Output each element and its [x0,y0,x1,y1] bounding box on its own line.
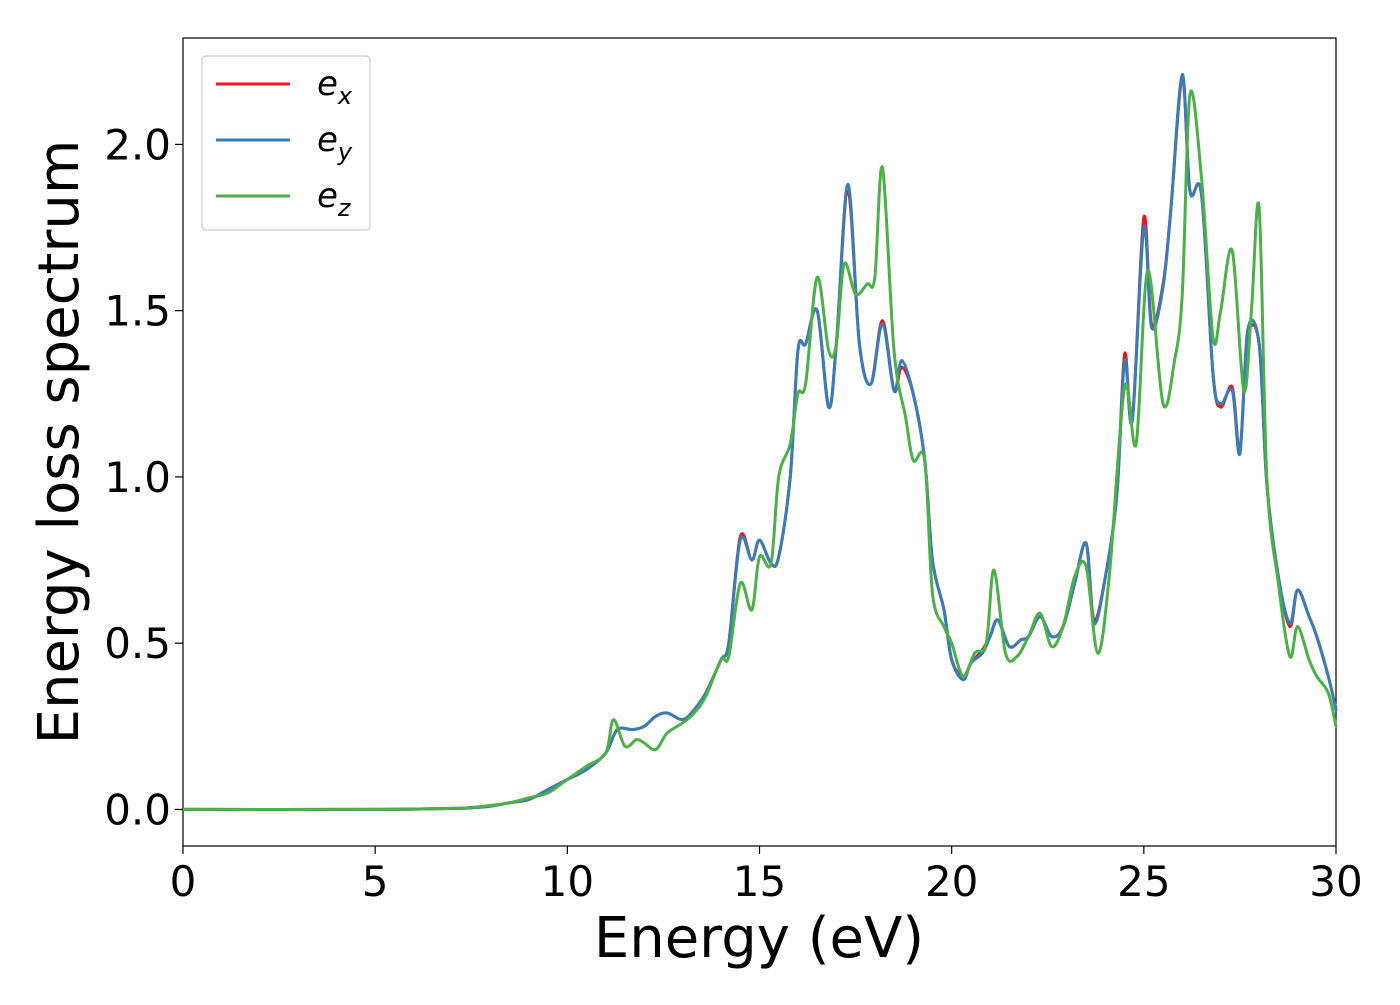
x-tick-label: 20 [925,857,978,906]
y-tick-label: 0.5 [104,619,171,668]
x-tick-label: 5 [362,857,389,906]
series-line-z [181,89,1338,811]
x-axis-ticks: 0 5 10 15 20 25 30 [170,846,1363,906]
legend-box [201,55,371,231]
legend-label-z: ez [317,176,352,222]
y-tick-label: 1.5 [104,287,171,336]
x-tick-label: 30 [1309,857,1362,906]
legend-label-y: ey [317,120,353,166]
legend-label-x: ex [317,64,353,110]
plot-area [182,37,1337,847]
x-tick-label: 15 [733,857,786,906]
y-tick-label: 2.0 [104,120,171,169]
x-tick-label: 10 [541,857,594,906]
legend-items: ex ey ez [216,64,353,222]
y-axis-ticks: 0.0 0.5 1.0 1.5 2.0 [104,120,183,834]
series-layer [181,73,1338,811]
legend: ex ey ez [201,55,371,231]
y-tick-label: 1.0 [104,453,171,502]
y-tick-label: 0.0 [104,785,171,834]
y-axis-title: Energy loss spectrum [27,140,92,745]
x-tick-label: 0 [170,857,197,906]
x-tick-label: 25 [1117,857,1170,906]
x-axis-title: Energy (eV) [594,906,924,971]
